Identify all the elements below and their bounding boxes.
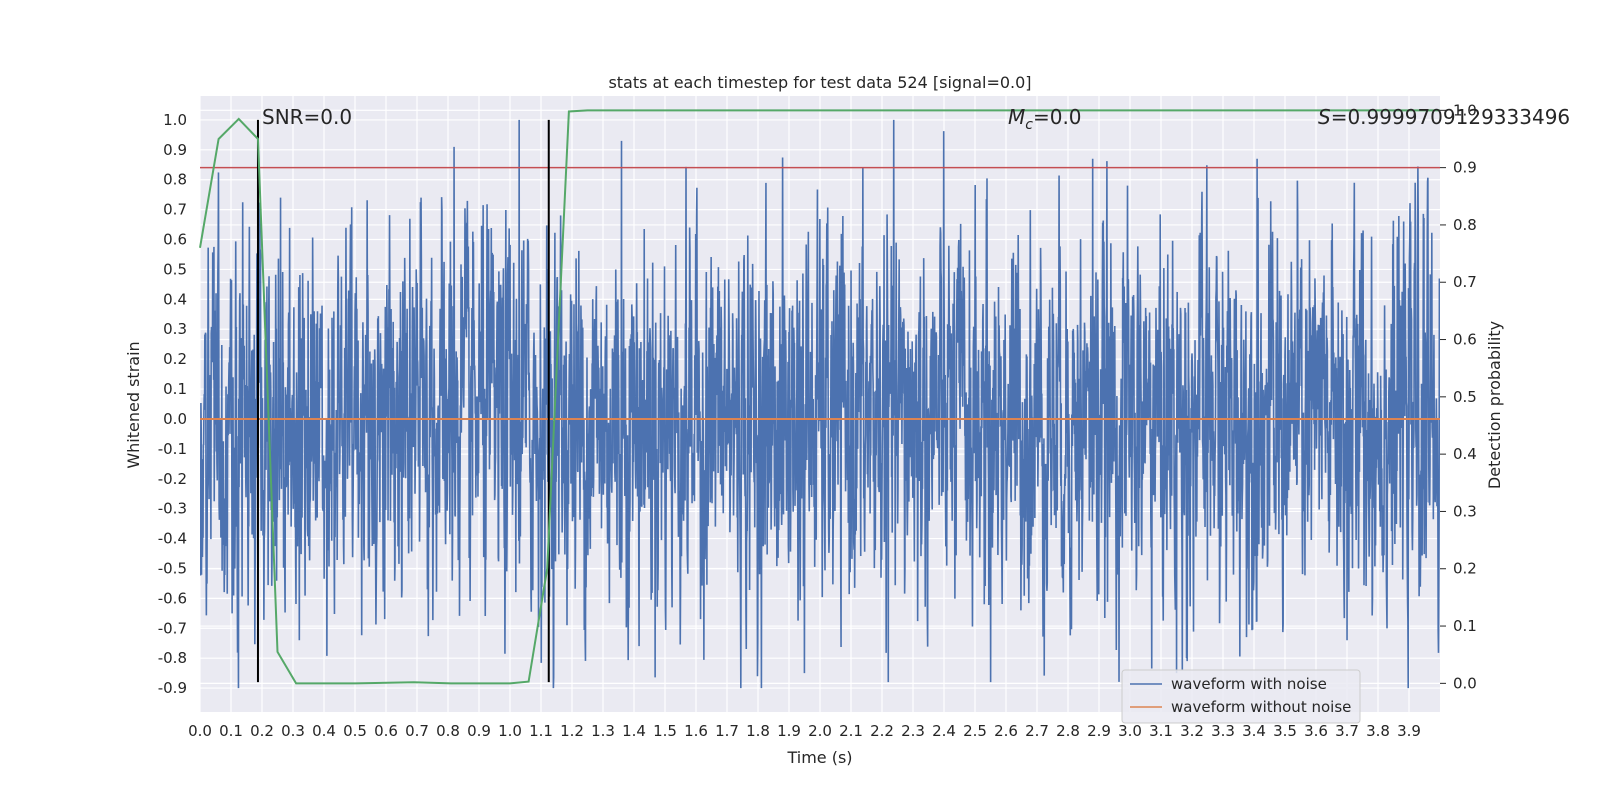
y-tick-label: -0.5 <box>158 559 187 577</box>
legend-noise-label: waveform with noise <box>1171 675 1327 693</box>
x-tick-label: 2.3 <box>901 722 925 740</box>
legend: waveform with noise waveform without noi… <box>1121 669 1361 724</box>
x-axis-ticks: 0.0 0.1 0.2 0.3 0.4 0.5 0.6 0.7 0.8 0.9 1.0 1.1 1.2 1… <box>188 722 1421 740</box>
x-tick-label: 1.9 <box>777 722 801 740</box>
x-tick-label: 3.6 <box>1304 722 1328 740</box>
y-tick-label: 0.4 <box>163 290 187 308</box>
x-tick-label: 2.5 <box>963 722 987 740</box>
y2-tick-label: 0.4 <box>1453 445 1477 463</box>
chirp-mass-annotation: Mc=0.0 <box>1008 105 1082 133</box>
x-tick-label: 2.7 <box>1025 722 1049 740</box>
x-tick-label: 2.4 <box>932 722 956 740</box>
y-tick-label: 0.5 <box>163 260 187 278</box>
y2-tick-label: 0.9 <box>1453 159 1477 177</box>
x-tick-label: 3.7 <box>1335 722 1359 740</box>
y-tick-label: 0.6 <box>163 231 187 249</box>
chart-title: stats at each timestep for test data 524… <box>608 73 1031 92</box>
chirp-mass-symbol: M <box>1008 105 1025 129</box>
x-tick-label: 3.8 <box>1366 722 1390 740</box>
y-tick-label: 1.0 <box>163 111 187 129</box>
x-tick-label: 3.3 <box>1211 722 1235 740</box>
y2-tick-label: 1.0 <box>1453 101 1477 119</box>
x-tick-label: 3.1 <box>1149 722 1173 740</box>
x-tick-label: 2.2 <box>870 722 894 740</box>
noise-line <box>200 119 1440 689</box>
y2-tick-label: 0.0 <box>1453 674 1477 692</box>
legend-box <box>1121 669 1361 724</box>
x-tick-label: 2.6 <box>994 722 1018 740</box>
snr-annotation: SNR=0.0 <box>262 105 352 129</box>
x-tick-label: 3.5 <box>1273 722 1297 740</box>
x-tick-label: 1.0 <box>498 722 522 740</box>
y-tick-label: -0.4 <box>158 530 187 548</box>
x-tick-label: 2.0 <box>808 722 832 740</box>
x-tick-label: 3.4 <box>1242 722 1266 740</box>
y-tick-label: 0.9 <box>163 141 187 159</box>
y-tick-label: -0.1 <box>158 440 187 458</box>
x-axis-title: Time (s) <box>786 748 852 767</box>
x-tick-label: 1.1 <box>529 722 553 740</box>
y2-tick-label: 0.5 <box>1453 388 1477 406</box>
x-tick-label: 0.7 <box>405 722 429 740</box>
x-tick-label: 0.1 <box>219 722 243 740</box>
y-tick-label: 0.3 <box>163 320 187 338</box>
x-tick-label: 0.4 <box>312 722 336 740</box>
x-tick-label: 2.8 <box>1056 722 1080 740</box>
x-tick-label: 0.0 <box>188 722 212 740</box>
y-tick-label: 0.0 <box>163 410 187 428</box>
y-axis-title: Whitened strain <box>124 341 143 468</box>
x-tick-label: 0.5 <box>343 722 367 740</box>
y-tick-label: -0.2 <box>158 470 187 488</box>
y-tick-label: -0.3 <box>158 500 187 518</box>
x-tick-label: 3.9 <box>1397 722 1421 740</box>
y-tick-label: 0.8 <box>163 171 187 189</box>
x-tick-label: 0.3 <box>281 722 305 740</box>
x-tick-label: 1.5 <box>653 722 677 740</box>
y-tick-label: -0.7 <box>158 619 187 637</box>
y2-tick-label: 0.6 <box>1453 331 1477 349</box>
y2-tick-label: 0.1 <box>1453 617 1477 635</box>
y2-tick-label: 0.2 <box>1453 560 1477 578</box>
x-tick-label: 1.3 <box>591 722 615 740</box>
x-tick-label: 3.0 <box>1118 722 1142 740</box>
x-tick-label: 1.8 <box>746 722 770 740</box>
y2-tick-label: 0.7 <box>1453 273 1477 291</box>
y-tick-label: -0.6 <box>158 589 187 607</box>
x-tick-label: 0.6 <box>374 722 398 740</box>
vertical-markers <box>256 119 550 683</box>
y2-axis-ticks: 1.0 0.9 0.8 0.7 0.6 0.5 0.4 0.3 0.2 0.1 0.0 <box>1440 101 1477 692</box>
x-tick-label: 1.4 <box>622 722 646 740</box>
x-tick-label: 1.2 <box>560 722 584 740</box>
x-tick-label: 0.2 <box>250 722 274 740</box>
s-value: =0.9999709129333496 <box>1331 105 1570 129</box>
probability-series <box>199 109 1441 685</box>
y2-tick-label: 0.8 <box>1453 216 1477 234</box>
s-symbol: S <box>1318 105 1331 129</box>
x-tick-label: 2.1 <box>839 722 863 740</box>
s-annotation: S=0.9999709129333496 <box>1318 105 1570 129</box>
x-tick-label: 2.9 <box>1087 722 1111 740</box>
y-tick-label: 0.2 <box>163 350 187 368</box>
y-tick-label: -0.8 <box>158 649 187 667</box>
chirp-mass-value: =0.0 <box>1033 105 1082 129</box>
chirp-mass-subscript: c <box>1025 117 1033 133</box>
y-tick-label: -0.9 <box>158 679 187 697</box>
x-tick-label: 1.7 <box>715 722 739 740</box>
y-tick-label: 0.7 <box>163 201 187 219</box>
y2-tick-label: 0.3 <box>1453 502 1477 520</box>
y-tick-label: 0.1 <box>163 380 187 398</box>
x-tick-label: 1.6 <box>684 722 708 740</box>
x-tick-label: 0.9 <box>467 722 491 740</box>
noise-series <box>200 119 1440 689</box>
x-tick-label: 0.8 <box>436 722 460 740</box>
x-tick-label: 3.2 <box>1180 722 1204 740</box>
y2-axis-title: Detection probability <box>1485 321 1504 489</box>
legend-clean-label: waveform without noise <box>1171 698 1351 716</box>
y-axis-ticks: 1.0 0.9 0.8 0.7 0.6 0.5 0.4 0.3 0.2 0.1 0.0 -0.1 -0.… <box>158 111 187 697</box>
